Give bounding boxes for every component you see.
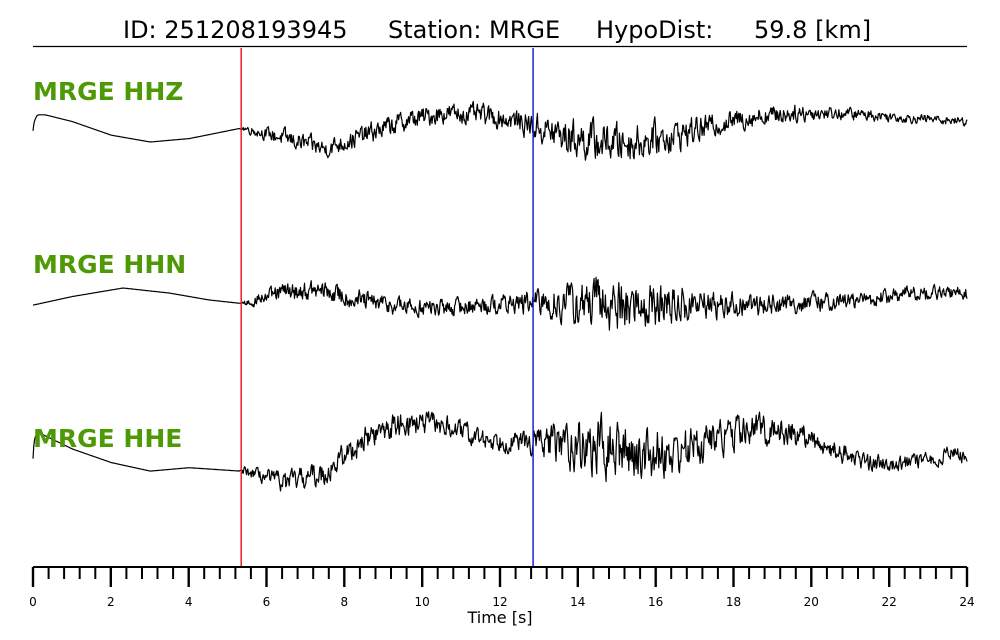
x-tick-label: 12	[492, 595, 507, 609]
x-tick-label: 14	[570, 595, 585, 609]
x-ticks: 0 2 4 6 8 10 12 14 16 18 20 22 24	[29, 567, 975, 609]
x-tick-label: 6	[263, 595, 271, 609]
channel-label-mrge-hhn: MRGE HHN	[33, 250, 186, 279]
channel-label-mrge-hhe: MRGE HHE	[33, 424, 182, 453]
x-tick-label: 24	[959, 595, 974, 609]
x-tick-label: 2	[107, 595, 115, 609]
x-tick-label: 10	[415, 595, 430, 609]
trace-mrge-hhz	[32, 100, 968, 161]
x-axis-label: Time [s]	[466, 608, 532, 627]
x-tick-label: 20	[804, 595, 819, 609]
channel-labels: MRGE HHZ MRGE HHN MRGE HHE	[33, 77, 186, 453]
title-event-id: ID: 251208193945	[123, 16, 348, 44]
title-hypodist-label: HypoDist:	[596, 16, 713, 44]
traces-group	[32, 100, 968, 492]
figure-title: ID: 251208193945 Station: MRGE HypoDist:…	[123, 16, 871, 44]
x-tick-label: 8	[340, 595, 348, 609]
x-tick-label: 4	[185, 595, 193, 609]
trace-mrge-hhe	[32, 411, 968, 492]
time-axis: 0 2 4 6 8 10 12 14 16 18 20 22 24 Time [s]	[29, 566, 975, 627]
title-hypodist-value: 59.8 [km]	[754, 16, 871, 44]
x-tick-label: 16	[648, 595, 663, 609]
title-station: Station: MRGE	[388, 16, 560, 44]
x-tick-label: 0	[29, 595, 37, 609]
x-tick-label: 18	[726, 595, 741, 609]
channel-label-mrge-hhz: MRGE HHZ	[33, 77, 183, 106]
x-tick-label: 22	[882, 595, 897, 609]
trace-mrge-hhn	[32, 276, 968, 331]
phase-picks	[240, 48, 534, 566]
